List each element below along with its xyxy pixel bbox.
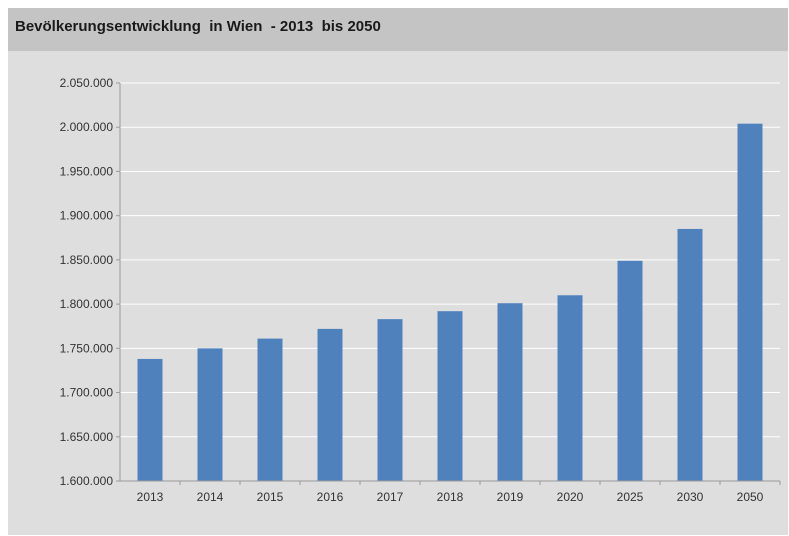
x-tick-label: 2015 [257,490,284,504]
y-tick-label: 1.650.000 [60,430,114,444]
x-tick-label: 2019 [497,490,524,504]
bars [137,123,763,481]
bar [137,358,163,481]
y-tick-label: 1.750.000 [60,341,114,355]
x-tick-label: 2018 [437,490,464,504]
x-tick-label: 2017 [377,490,404,504]
bar [557,295,583,481]
x-tick-label: 2013 [137,490,164,504]
bar [737,123,763,481]
y-tick-label: 1.850.000 [60,253,114,267]
y-tick-labels: 1.600.000 1.650.000 1.700.000 1.750.000 1.80… [60,76,114,488]
x-tick-label: 2020 [557,490,584,504]
bar [317,328,343,481]
bar [497,303,523,481]
bar [437,311,463,481]
chart-title: Bevölkerungsentwicklung in Wien - 2013 b… [15,18,381,35]
x-tick-labels: 2013 2014 2015 2016 2017 2018 2019 2020 2025 2030… [137,490,764,504]
y-tick-label: 1.700.000 [60,386,114,400]
bar [677,228,703,481]
bar-chart: 1.600.000 1.650.000 1.700.000 1.750.000 1.80… [60,76,781,504]
bar [617,260,643,481]
bar [257,338,283,481]
x-tick-label: 2016 [317,490,344,504]
x-tick-label: 2025 [617,490,644,504]
y-tick-label: 1.900.000 [60,209,114,223]
x-tick-label: 2014 [197,490,224,504]
y-tick-label: 1.800.000 [60,297,114,311]
chart-title-bar: Bevölkerungsentwicklung in Wien - 2013 b… [8,8,788,51]
y-tick-label: 2.050.000 [60,76,114,90]
chart-frame: Bevölkerungsentwicklung in Wien - 2013 b… [8,8,788,535]
bar [377,319,403,481]
axes [116,82,781,485]
bar [197,348,223,481]
x-tick-label: 2030 [677,490,704,504]
x-tick-label: 2050 [737,490,764,504]
y-tick-label: 2.000.000 [60,120,114,134]
y-tick-label: 1.950.000 [60,164,114,178]
y-tick-label: 1.600.000 [60,474,114,488]
